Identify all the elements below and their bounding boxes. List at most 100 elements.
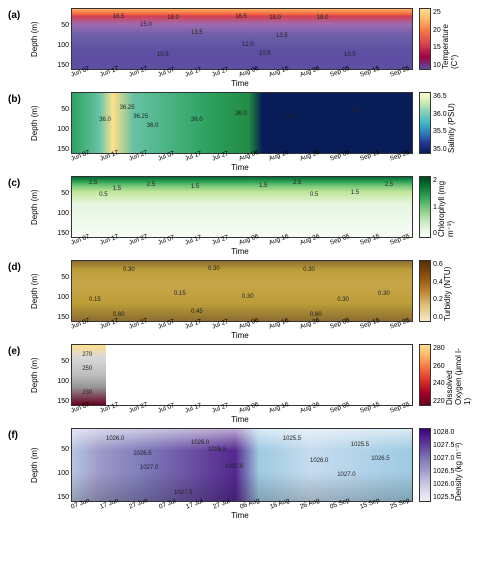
plot-area: 2.51.50.52.51.51.52.50.51.52.5 (71, 176, 413, 238)
contour-label: 36.0 (191, 117, 203, 123)
y-axis-ticks: 50100150 (39, 177, 71, 237)
panel-label: (d) (8, 260, 26, 273)
panel-label: (a) (8, 8, 26, 21)
contour-label: 1026.0 (310, 458, 328, 464)
contour-label: 10.5 (259, 51, 271, 57)
colorbar: 280260240220Dissolved Oxygen (μmol l-1) (419, 344, 474, 406)
contour-label: 0.30 (378, 291, 390, 297)
contour-label: 18.0 (317, 15, 329, 21)
contour-label: 2.5 (147, 182, 155, 188)
y-axis-label: Depth (m) (26, 345, 39, 405)
contour-label: 0.30 (123, 267, 135, 273)
contour-label: 36.0 (235, 111, 247, 117)
contour-label: 18.0 (269, 15, 281, 21)
contour-label: 1025.5 (351, 442, 369, 448)
contour-label: 0.15 (174, 291, 186, 297)
x-axis-label: Time (70, 511, 410, 520)
contour-label: 1026.5 (371, 456, 389, 462)
panel-label: (e) (8, 344, 26, 357)
contour-label: 2.5 (89, 180, 97, 186)
x-axis-ticks: Jun 07Jun 17Jun 27Jul 07Jul 17Jul 27Aug … (70, 322, 410, 331)
contour-label: 1.5 (351, 190, 359, 196)
x-axis-label: Time (70, 247, 410, 256)
y-axis-label: Depth (m) (26, 261, 39, 321)
contour-label: 1027.0 (140, 465, 158, 471)
colorbar-label: Chlorophyll (mg m⁻³) (437, 177, 457, 237)
colorbar: 0.60.40.20.0Turbidity (NTU) (419, 260, 454, 322)
contour-label: 36.25 (133, 114, 148, 120)
x-axis-ticks: Jun 07Jun 17Jun 27Jul 07Jul 17Jul 27Aug … (70, 154, 410, 163)
contour-label: 13.5 (276, 33, 288, 39)
colorbar-label: Density (kg m⁻³) (454, 429, 465, 501)
contour-label: 10.5 (344, 52, 356, 58)
panel-label: (c) (8, 176, 26, 189)
colorbar-label: Turbidity (NTU) (443, 261, 454, 321)
colorbar-label: Dissolved Oxygen (μmol l-1) (445, 345, 474, 405)
panel-a: (a)Depth (m)50100150 16.5 18.0 16.5 18.0 18.0… (8, 8, 492, 88)
contour-label: 1026.0 (191, 440, 209, 446)
multi-panel-timeseries: (a)Depth (m)5010015016.518.016.518.018.0… (8, 8, 500, 520)
contour-label: 0.30 (242, 294, 254, 300)
contour-label: 0.45 (191, 309, 203, 315)
contour-label: 0.30 (303, 267, 315, 273)
y-axis-ticks: 50100150 (39, 9, 71, 69)
plot-area: 0.300.300.300.150.150.300.300.300.450.60… (71, 260, 413, 322)
colorbar-label: Temperature (C°) (441, 9, 461, 69)
contour-label: 2.5 (293, 180, 301, 186)
y-axis-ticks: 50100150 (39, 93, 71, 153)
contour-label: 36.0 (99, 117, 111, 123)
panel-e: (e)Depth (m)5010015027025023028026024022… (8, 344, 492, 424)
contour-label: 0.5 (99, 192, 107, 198)
y-axis-label: Depth (m) (26, 9, 39, 69)
contour-label: 10.5 (157, 52, 169, 58)
y-axis-ticks: 50100150 (39, 261, 71, 321)
contour-label: 0.15 (89, 297, 101, 303)
y-axis-label: Depth (m) (26, 93, 39, 153)
panel-d: (d)Depth (m)50100150 0.30 0.30 0.30 0.15 0.15… (8, 260, 492, 340)
contour-label: 1027.5 (174, 490, 192, 496)
colorbar: 1028.01027.51027.01026.51026.01025.5Dens… (419, 428, 465, 502)
contour-label: 0.30 (208, 266, 220, 272)
contour-label: 15.0 (140, 22, 152, 28)
contour-label: 34.5 (351, 108, 363, 114)
y-axis-ticks: 50100150 (39, 429, 71, 501)
x-axis-label: Time (70, 163, 410, 172)
contour-label: 36.0 (147, 123, 159, 129)
x-axis-ticks: Jun 07Jun 17Jun 27Jul 07Jul 17Jul 27Aug … (70, 238, 410, 247)
plot-area: 16.518.016.518.018.015.013.513.512.010.5… (71, 8, 413, 70)
contour-label: 16.5 (235, 14, 247, 20)
colorbar-label: Salinity (PSU) (447, 93, 458, 153)
panel-b: (b)Depth (m)5010015036.036.2536.036.2536… (8, 92, 492, 172)
y-axis-label: Depth (m) (26, 177, 39, 237)
panel-label: (f) (8, 428, 26, 441)
plot-area: 36.036.2536.036.2536.036.034.534.5 (71, 92, 413, 154)
y-axis-label: Depth (m) (26, 429, 39, 501)
contour-label: 18.0 (167, 15, 179, 21)
plot-area: 1026.01026.01025.51025.51026.51026.51026… (71, 428, 413, 502)
x-axis-ticks: Jun 07Jun 17Jun 27Jul 07Jul 17Jul 27Aug … (70, 406, 410, 415)
contour-label: 2.5 (385, 182, 393, 188)
panel-label: (b) (8, 92, 26, 105)
contour-label: 13.5 (191, 30, 203, 36)
x-axis-ticks: Jun 07Jun 17Jun 27Jul 07Jul 17Jul 27Aug … (70, 70, 410, 79)
contour-label: 1.5 (259, 183, 267, 189)
contour-label: 0.30 (337, 297, 349, 303)
x-axis-ticks: 07 Jun17 Jun27 Jun07 Jul17 Jul27 Jul06 A… (70, 502, 410, 511)
plot-area: 270250230 (71, 344, 413, 406)
contour-label: 0.5 (310, 192, 318, 198)
contour-label: 270 (82, 352, 92, 358)
contour-label: 1025.5 (283, 436, 301, 442)
contour-label: 250 (82, 366, 92, 372)
x-axis-label: Time (70, 331, 410, 340)
panel-c: (c)Depth (m)501001502.51.50.52.51.51.52.… (8, 176, 492, 256)
contour-label: 1.5 (113, 186, 121, 192)
contour-label: 1026.5 (208, 447, 226, 453)
contour-label: 1026.0 (106, 436, 124, 442)
colorbar: 36.536.035.535.0Salinity (PSU) (419, 92, 458, 154)
x-axis-label: Time (70, 415, 410, 424)
contour-label: 34.5 (283, 114, 295, 120)
colorbar: 210Chlorophyll (mg m⁻³) (419, 176, 457, 238)
contour-label: 16.5 (113, 14, 125, 20)
x-axis-label: Time (70, 79, 410, 88)
colorbar: 25201510Temperature (C°) (419, 8, 461, 70)
